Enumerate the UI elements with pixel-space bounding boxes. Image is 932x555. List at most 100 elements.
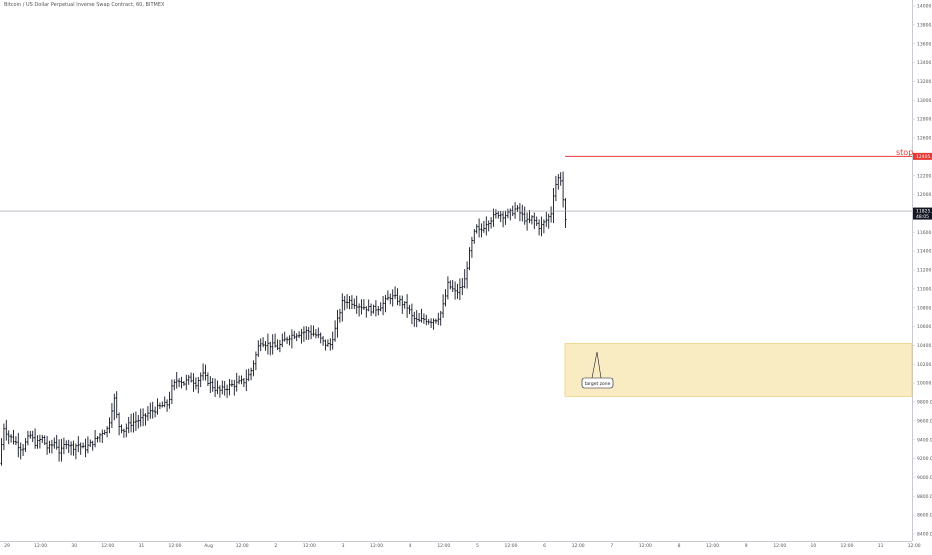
ohlc-bar (264, 340, 267, 351)
ohlc-bar (494, 209, 497, 219)
stop-line-label: stop (896, 148, 913, 157)
ohlc-bar (360, 299, 363, 315)
ohlc-bar (490, 216, 493, 229)
ohlc-bar (226, 384, 229, 398)
ohlc-bar (175, 371, 178, 389)
ohlc-bar (559, 172, 562, 186)
target-zone-callout-pointer (591, 351, 602, 379)
ohlc-bar (307, 327, 310, 340)
ohlc-bar (166, 399, 169, 412)
ohlc-bar (36, 435, 39, 449)
ohlc-bar (487, 220, 490, 232)
ohlc-bar (134, 411, 137, 431)
ohlc-bar (29, 430, 32, 439)
target-zone[interactable]: target zone (564, 343, 913, 397)
ohlc-bar (14, 436, 17, 446)
ohlc-bar (245, 369, 248, 392)
ohlc-bar (425, 314, 428, 326)
ohlc-bar (197, 377, 200, 394)
ohlc-bar (317, 327, 320, 339)
ohlc-bar (108, 417, 111, 434)
ohlc-bar (94, 429, 97, 448)
ohlc-bar (38, 434, 41, 449)
ohlc-bar (312, 325, 315, 337)
y-tick-label: 13600.0 (917, 41, 932, 47)
ohlc-bar (422, 313, 425, 324)
price-axis: 14000.0 13800.0 13600.0 13400.0 13200.0 13000… (912, 4, 932, 538)
ohlc-bar (144, 413, 147, 426)
ohlc-bars (0, 171, 567, 466)
ohlc-bar (202, 363, 205, 381)
y-tick-label: 10600.0 (917, 324, 932, 330)
ohlc-bar (504, 210, 507, 225)
ohlc-bar (230, 379, 233, 387)
y-tick-label: 11600.0 (917, 230, 932, 236)
y-tick-label: 13800.0 (917, 22, 932, 28)
ohlc-bar (362, 299, 365, 310)
x-tick-label: 6 (543, 543, 546, 549)
axis-labels: 12405.0 11825.548:05 (913, 152, 932, 220)
horizontal-lines[interactable]: stop (0, 148, 913, 212)
y-tick-label: 11000.0 (917, 286, 932, 292)
ohlc-bar (146, 406, 149, 421)
ohlc-bar (242, 377, 245, 388)
x-tick-label: 10 (811, 543, 817, 549)
ohlc-bar (137, 414, 140, 429)
x-tick-label: 12:00 (639, 543, 652, 549)
ohlc-bar (396, 288, 399, 306)
time-axis: 29 12:00 30 12:00 31 12:00 Aug 12:00 2 12:00 3 12:0… (4, 543, 921, 549)
ohlc-bar (132, 412, 135, 433)
current-price-tag (913, 207, 932, 220)
ohlc-bar (168, 391, 171, 409)
ohlc-bar (545, 211, 548, 227)
y-tick-label: 12800.0 (917, 117, 932, 123)
ohlc-bar (286, 336, 289, 344)
x-tick-label: 12:00 (505, 543, 518, 549)
ohlc-bar (70, 441, 73, 456)
ohlc-bar (466, 261, 469, 289)
target-zone-callout-box[interactable] (581, 377, 614, 389)
ohlc-bar (415, 310, 418, 328)
ohlc-bar (271, 334, 274, 355)
x-tick-label: 12:00 (169, 543, 182, 549)
ohlc-bar (50, 439, 53, 454)
ohlc-bar (391, 289, 394, 307)
y-tick-label: 12000.0 (917, 192, 932, 198)
target-zone-rect[interactable] (564, 343, 913, 397)
ohlc-bar (523, 206, 526, 225)
x-tick-label: 12:00 (370, 543, 383, 549)
ohlc-bar (456, 283, 459, 299)
ohlc-bar (430, 318, 433, 329)
x-tick-label: 12:00 (101, 543, 114, 549)
ohlc-bar (552, 188, 555, 224)
ohlc-bar (348, 296, 351, 310)
ohlc-bar (204, 364, 207, 381)
ohlc-bar (526, 212, 529, 231)
y-tick-label: 10400.0 (917, 343, 932, 349)
ohlc-bar (473, 228, 476, 244)
ohlc-bar (161, 401, 164, 408)
ohlc-bar (322, 336, 325, 346)
ohlc-bar (427, 318, 430, 325)
ohlc-bar (540, 216, 543, 237)
ohlc-bar (454, 281, 457, 300)
ohlc-bar (418, 312, 421, 323)
ohlc-bar (163, 396, 166, 408)
stop-price-tag (913, 152, 932, 160)
ohlc-bar (533, 212, 536, 230)
x-tick-label: 7 (610, 543, 613, 549)
ohlc-bar (403, 301, 406, 309)
ohlc-bar (410, 303, 413, 325)
ohlc-bar (377, 306, 380, 316)
ohlc-bar (478, 218, 481, 238)
ohlc-bar (19, 442, 22, 460)
ohlc-bar (60, 438, 63, 462)
ohlc-bar (305, 326, 308, 340)
ohlc-bar (394, 286, 397, 300)
y-tick-label: 9800.0 (917, 400, 932, 406)
ohlc-bar (91, 440, 94, 451)
x-tick-label: 12:00 (572, 543, 585, 549)
ohlc-bar (65, 440, 68, 450)
